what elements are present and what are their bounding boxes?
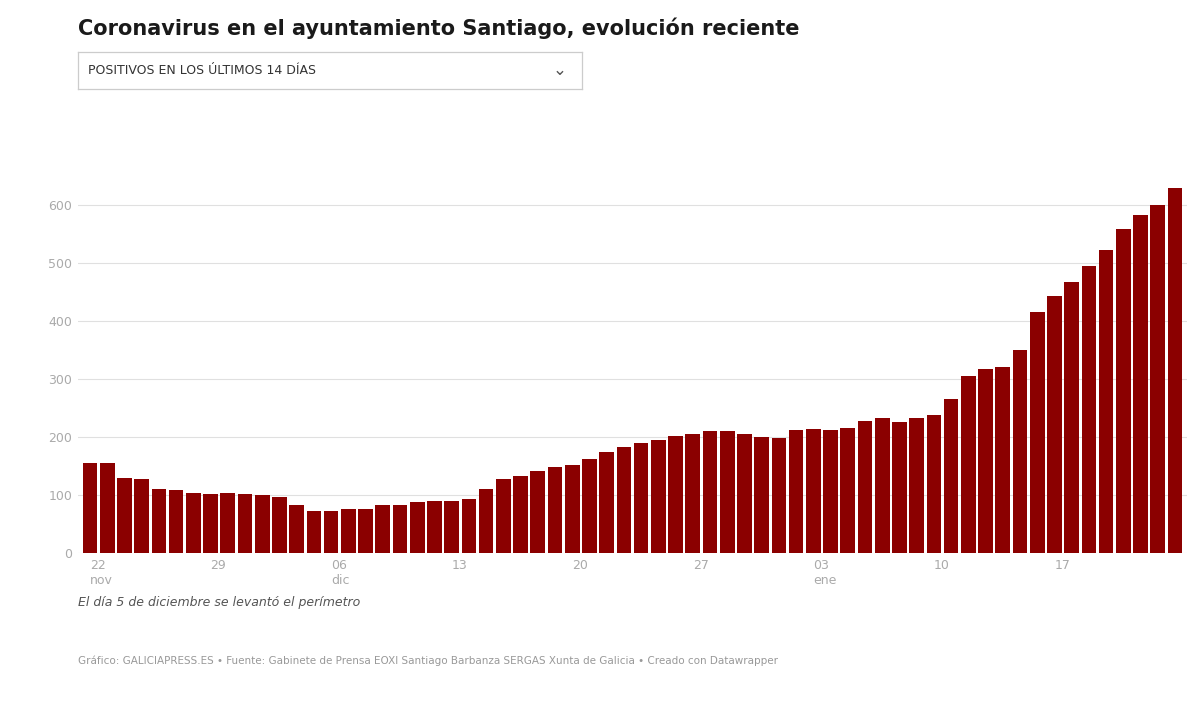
Text: ⌄: ⌄ bbox=[553, 61, 566, 79]
Text: Coronavirus en el ayuntamiento Santiago, evolución reciente: Coronavirus en el ayuntamiento Santiago,… bbox=[78, 18, 800, 39]
Bar bbox=[737, 434, 752, 553]
Bar bbox=[548, 467, 562, 553]
Bar bbox=[359, 509, 373, 553]
Bar bbox=[1116, 229, 1131, 553]
Bar bbox=[410, 502, 424, 553]
Bar bbox=[530, 471, 546, 553]
Bar bbox=[186, 493, 200, 553]
Bar bbox=[995, 367, 1010, 553]
Bar bbox=[513, 476, 528, 553]
Bar bbox=[565, 465, 579, 553]
Bar bbox=[909, 418, 924, 553]
Bar bbox=[392, 506, 408, 553]
Bar bbox=[582, 459, 597, 553]
Bar bbox=[875, 418, 890, 553]
Bar bbox=[307, 510, 321, 553]
Bar bbox=[341, 509, 356, 553]
Bar bbox=[719, 431, 735, 553]
Bar bbox=[1168, 188, 1182, 553]
Bar bbox=[83, 463, 97, 553]
Bar bbox=[1047, 296, 1062, 553]
Text: Gráfico: GALICIAPRESS.ES • Fuente: Gabinete de Prensa EOXI Santiago Barbanza SER: Gráfico: GALICIAPRESS.ES • Fuente: Gabin… bbox=[78, 656, 778, 666]
Bar bbox=[118, 478, 132, 553]
Bar bbox=[1030, 312, 1044, 553]
Bar bbox=[927, 415, 941, 553]
Bar bbox=[375, 506, 390, 553]
Bar bbox=[134, 479, 149, 553]
Bar bbox=[221, 493, 235, 553]
Bar bbox=[100, 463, 115, 553]
Bar bbox=[616, 447, 631, 553]
Bar bbox=[960, 376, 976, 553]
Bar bbox=[771, 438, 787, 553]
Bar bbox=[462, 499, 476, 553]
Bar bbox=[203, 494, 218, 553]
Bar bbox=[857, 420, 873, 553]
Bar bbox=[427, 501, 441, 553]
Bar bbox=[686, 434, 700, 553]
Bar bbox=[445, 501, 459, 553]
Bar bbox=[651, 440, 665, 553]
Bar bbox=[1150, 205, 1165, 553]
Bar bbox=[824, 430, 838, 553]
Bar bbox=[840, 428, 855, 553]
Bar bbox=[1081, 266, 1096, 553]
Bar bbox=[789, 430, 803, 553]
Bar bbox=[944, 399, 958, 553]
Bar bbox=[703, 431, 717, 553]
Bar bbox=[806, 430, 820, 553]
Bar bbox=[754, 437, 769, 553]
Bar bbox=[892, 423, 906, 553]
Bar bbox=[600, 452, 614, 553]
Bar bbox=[255, 495, 270, 553]
Bar bbox=[668, 436, 683, 553]
Bar bbox=[634, 443, 649, 553]
Bar bbox=[1098, 250, 1114, 553]
Text: POSITIVOS EN LOS ÚLTIMOS 14 DÍAS: POSITIVOS EN LOS ÚLTIMOS 14 DÍAS bbox=[88, 64, 317, 77]
Text: El día 5 de diciembre se levantó el perímetro: El día 5 de diciembre se levantó el perí… bbox=[78, 596, 360, 608]
Bar bbox=[169, 491, 183, 553]
Bar bbox=[237, 494, 252, 553]
Bar bbox=[289, 506, 305, 553]
Bar bbox=[1013, 350, 1028, 553]
Bar bbox=[496, 479, 511, 553]
Bar bbox=[272, 497, 287, 553]
Bar bbox=[978, 369, 993, 553]
Bar bbox=[151, 489, 167, 553]
Bar bbox=[1065, 281, 1079, 553]
Bar bbox=[324, 511, 338, 553]
Bar bbox=[478, 489, 494, 553]
Bar bbox=[1133, 215, 1147, 553]
